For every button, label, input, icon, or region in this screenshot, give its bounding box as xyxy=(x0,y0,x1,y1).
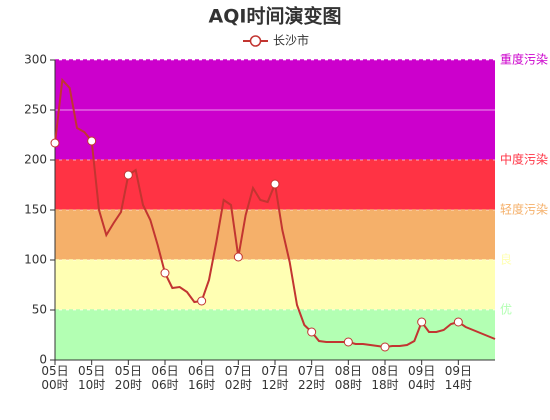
point xyxy=(343,337,353,347)
point xyxy=(160,268,170,278)
point xyxy=(123,170,133,180)
y-tick-label: 0 xyxy=(39,353,47,367)
x-tick-label: 06日 16时 xyxy=(188,364,216,392)
x-tick-label: 06日 06时 xyxy=(151,364,179,392)
x-tick-label: 08日 18时 xyxy=(371,364,399,392)
x-tick-label: 08日 08时 xyxy=(334,364,362,392)
x-tick-label: 05日 10时 xyxy=(78,364,106,392)
x-tick-label: 09日 14时 xyxy=(444,364,472,392)
x-tick-label: 05日 20时 xyxy=(114,364,142,392)
point xyxy=(453,317,463,327)
x-tick-label: 07日 02时 xyxy=(224,364,252,392)
legend-label: 长沙市 xyxy=(273,33,309,48)
point xyxy=(380,342,390,352)
legend-icon xyxy=(249,35,262,47)
y-tick-label: 100 xyxy=(24,253,47,267)
band-label: 良 xyxy=(500,252,512,267)
band-label: 轻度污染 xyxy=(500,202,548,217)
band xyxy=(55,260,495,310)
band-label: 重度污染 xyxy=(500,52,548,67)
y-tick-label: 250 xyxy=(24,103,47,117)
y-tick-label: 200 xyxy=(24,153,47,167)
band-label: 优 xyxy=(500,303,512,317)
point xyxy=(50,138,60,148)
point xyxy=(87,136,97,146)
x-tick-label: 07日 12时 xyxy=(261,364,289,392)
x-tick-label: 09日 04时 xyxy=(408,364,436,392)
y-tick-label: 50 xyxy=(32,303,47,317)
point xyxy=(233,252,243,262)
band xyxy=(55,310,495,360)
band xyxy=(55,210,495,260)
y-tick-label: 300 xyxy=(24,53,47,67)
band-label: 中度污染 xyxy=(500,152,548,167)
x-tick-label: 07日 22时 xyxy=(298,364,326,392)
x-tick-label: 05日 00时 xyxy=(41,364,69,392)
point xyxy=(307,327,317,337)
point xyxy=(197,296,207,306)
point xyxy=(270,179,280,189)
point xyxy=(417,317,427,327)
chart-title: AQI时间演变图 xyxy=(209,5,342,28)
y-tick-label: 150 xyxy=(24,203,47,217)
